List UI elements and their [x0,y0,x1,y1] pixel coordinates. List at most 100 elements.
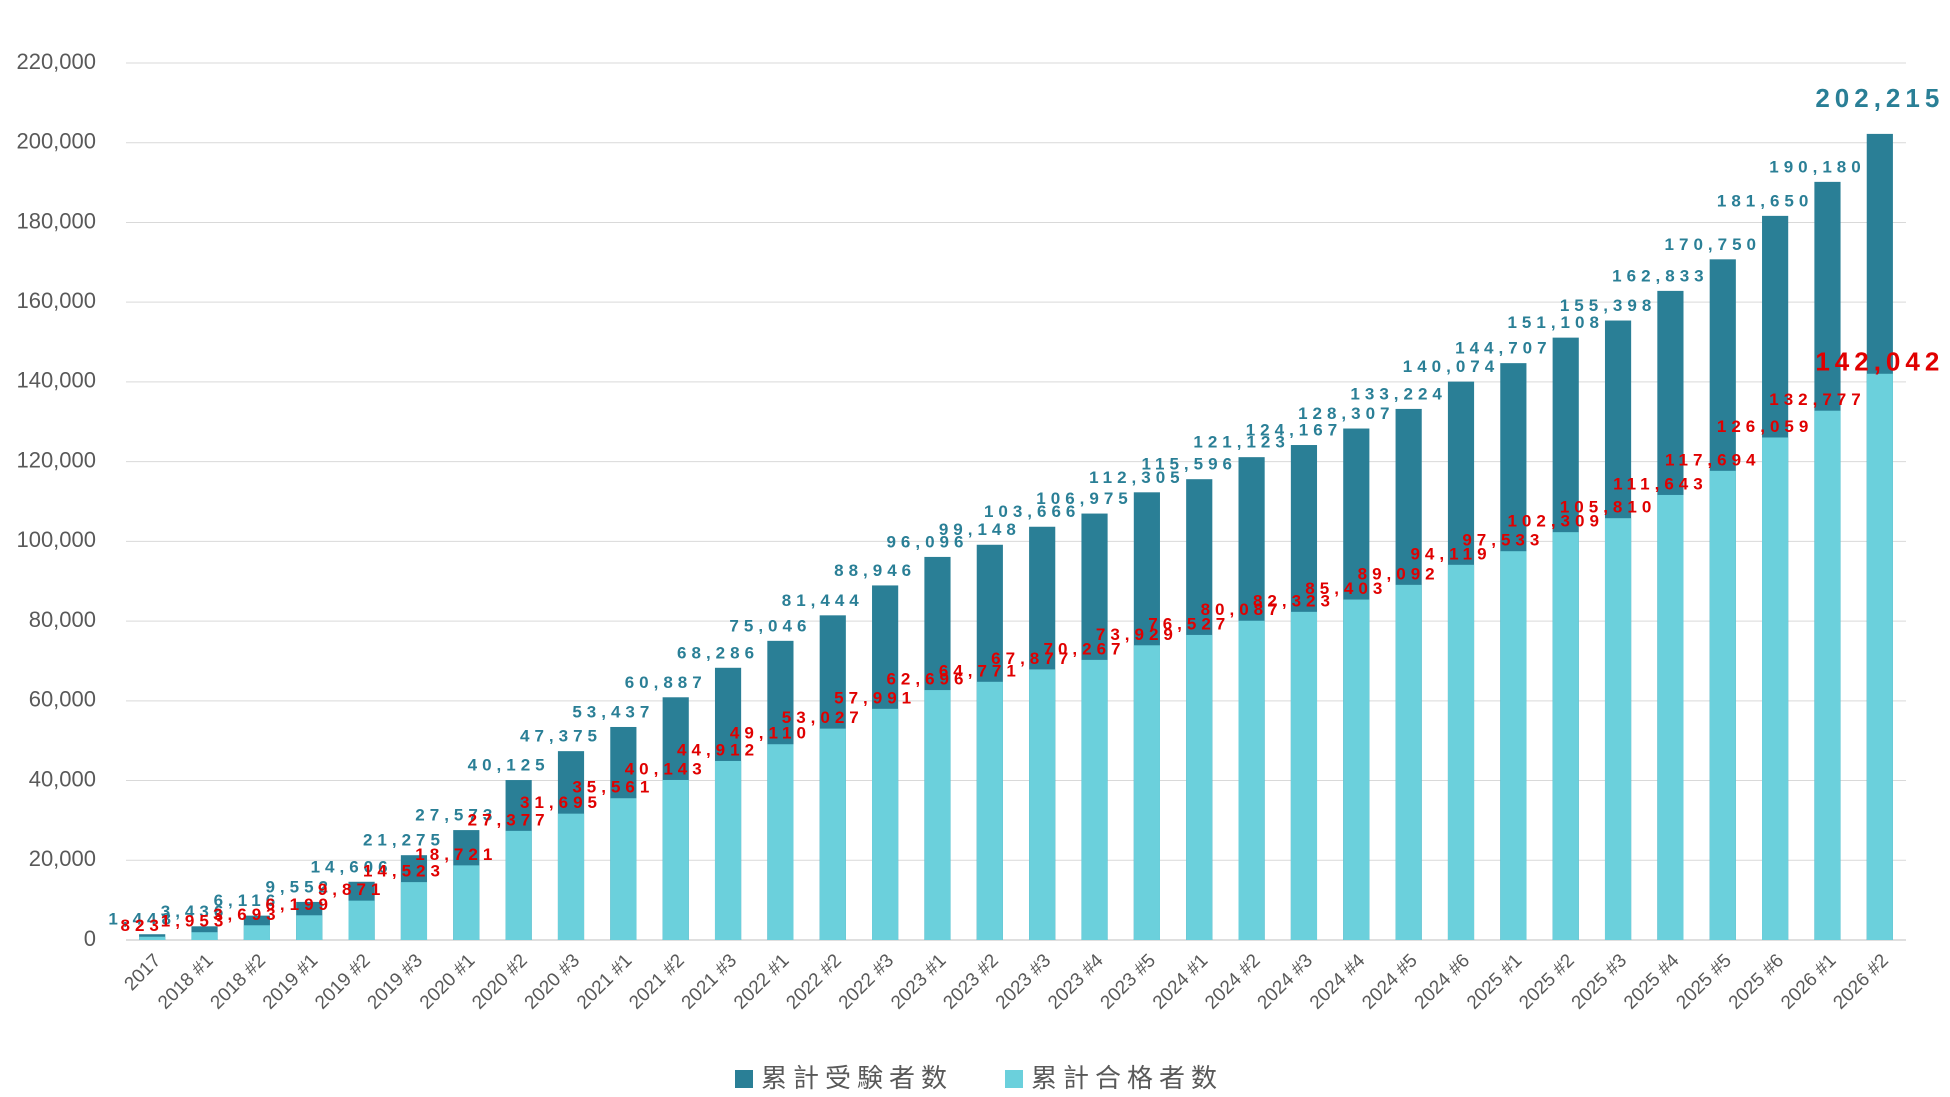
y-tick-label: 0 [84,926,96,951]
data-label: 94,119 [1410,544,1491,563]
x-tick-label: 2018 #2 [207,950,270,1013]
data-label: 121,123 [1193,433,1289,452]
y-tick-label: 220,000 [16,49,96,74]
x-tick-label: 2021 #1 [573,950,636,1013]
bar [1343,599,1370,940]
data-label: 112,305 [1089,468,1185,487]
x-tick-label: 2022 #1 [730,950,793,1013]
y-tick-label: 120,000 [16,447,96,472]
bar [1814,410,1841,940]
data-label: 1,953 [161,912,229,931]
data-label: 3,436 [161,902,229,921]
bar [976,681,1003,940]
x-tick-label: 2022 #3 [835,950,898,1013]
x-tick-label: 2025 #6 [1725,950,1788,1013]
x-tick-label: 2020 #2 [468,950,531,1013]
data-label: 27,377 [468,810,550,829]
y-tick-label: 80,000 [29,607,96,632]
bar [505,830,532,940]
data-label: 99,148 [939,520,1021,539]
x-tick-label: 2024 #3 [1254,950,1317,1013]
data-label: 40,125 [468,756,550,775]
data-label: 49,110 [730,724,811,743]
data-label: 106,975 [1036,489,1132,508]
legend-swatch [1005,1070,1023,1088]
bar [1081,659,1108,940]
data-label: 117,694 [1665,450,1761,469]
x-tick-label: 2021 #2 [625,950,688,1013]
x-tick-label: 2023 #3 [992,950,1055,1013]
data-label: 47,375 [520,727,602,746]
y-tick-label: 140,000 [16,368,96,393]
data-label: 124,167 [1246,421,1342,440]
data-label: 14,606 [311,857,393,876]
bar [1133,645,1160,940]
x-tick-label: 2020 #1 [416,950,479,1013]
bar [1552,532,1579,940]
data-label: 60,887 [625,673,707,692]
data-label: 140,074 [1403,357,1499,376]
data-label: 70,267 [1044,639,1126,658]
x-tick-label: 2025 #3 [1568,950,1631,1013]
data-label: 27,573 [415,806,497,825]
bar [714,760,742,940]
x-tick-label: 2018 #1 [154,950,217,1013]
y-tick-label: 160,000 [16,288,96,313]
data-label: 35,561 [572,778,654,797]
x-tick-label: 2025 #5 [1672,950,1735,1013]
x-tick-label: 2019 #2 [311,950,374,1013]
data-label: 88,946 [834,561,916,580]
data-label: 155,398 [1560,296,1656,315]
data-label: 133,224 [1350,384,1446,403]
data-label: 53,027 [782,708,864,727]
y-tick-label: 100,000 [16,527,96,552]
data-label: 81,444 [782,591,864,610]
bar [1290,611,1318,940]
data-label: 31,695 [520,793,602,812]
bar [1238,620,1265,940]
data-label: 126,059 [1717,417,1813,436]
legend-label: 累計受験者数 [761,1063,953,1093]
x-tick-label: 2024 #1 [1149,950,1212,1013]
bar [348,900,375,940]
data-label: 9,552 [265,877,333,896]
bar [1709,470,1736,940]
data-label: 103,666 [984,502,1080,521]
x-tick-label: 2024 #6 [1411,950,1474,1013]
data-label: 142,042 [1815,347,1944,377]
x-tick-label: 2023 #1 [887,950,950,1013]
data-label: 115,596 [1141,455,1237,474]
bar [400,882,428,940]
bar [453,865,480,940]
data-label: 89,092 [1358,564,1440,583]
data-label: 9,871 [318,880,386,899]
data-label: 128,307 [1298,404,1394,423]
x-tick-label: 2023 #4 [1044,950,1108,1014]
data-label: 132,777 [1769,390,1865,409]
bar [1657,494,1684,940]
data-label: 102,309 [1507,512,1603,531]
bar [662,779,689,940]
x-tick-label: 2019 #3 [364,950,427,1013]
x-tick-label: 2026 #1 [1777,950,1840,1013]
x-tick-label: 2019 #1 [259,950,322,1013]
bar [872,708,899,940]
bar [557,813,585,940]
bar [1029,669,1056,940]
legend-swatch [735,1070,753,1088]
data-label: 3,693 [213,905,281,924]
bar [924,690,951,940]
bar [296,915,323,940]
x-tick-label: 2024 #2 [1201,950,1264,1013]
data-label: 181,650 [1717,191,1813,210]
data-label: 62,696 [886,670,968,689]
data-label: 6,199 [265,895,333,914]
data-label: 85,403 [1305,579,1387,598]
y-tick-label: 180,000 [16,208,96,233]
y-tick-label: 20,000 [29,846,96,871]
bar [1447,564,1475,940]
data-label: 190,180 [1769,157,1865,176]
data-label: 68,286 [677,643,759,662]
data-label: 6,116 [214,891,281,910]
